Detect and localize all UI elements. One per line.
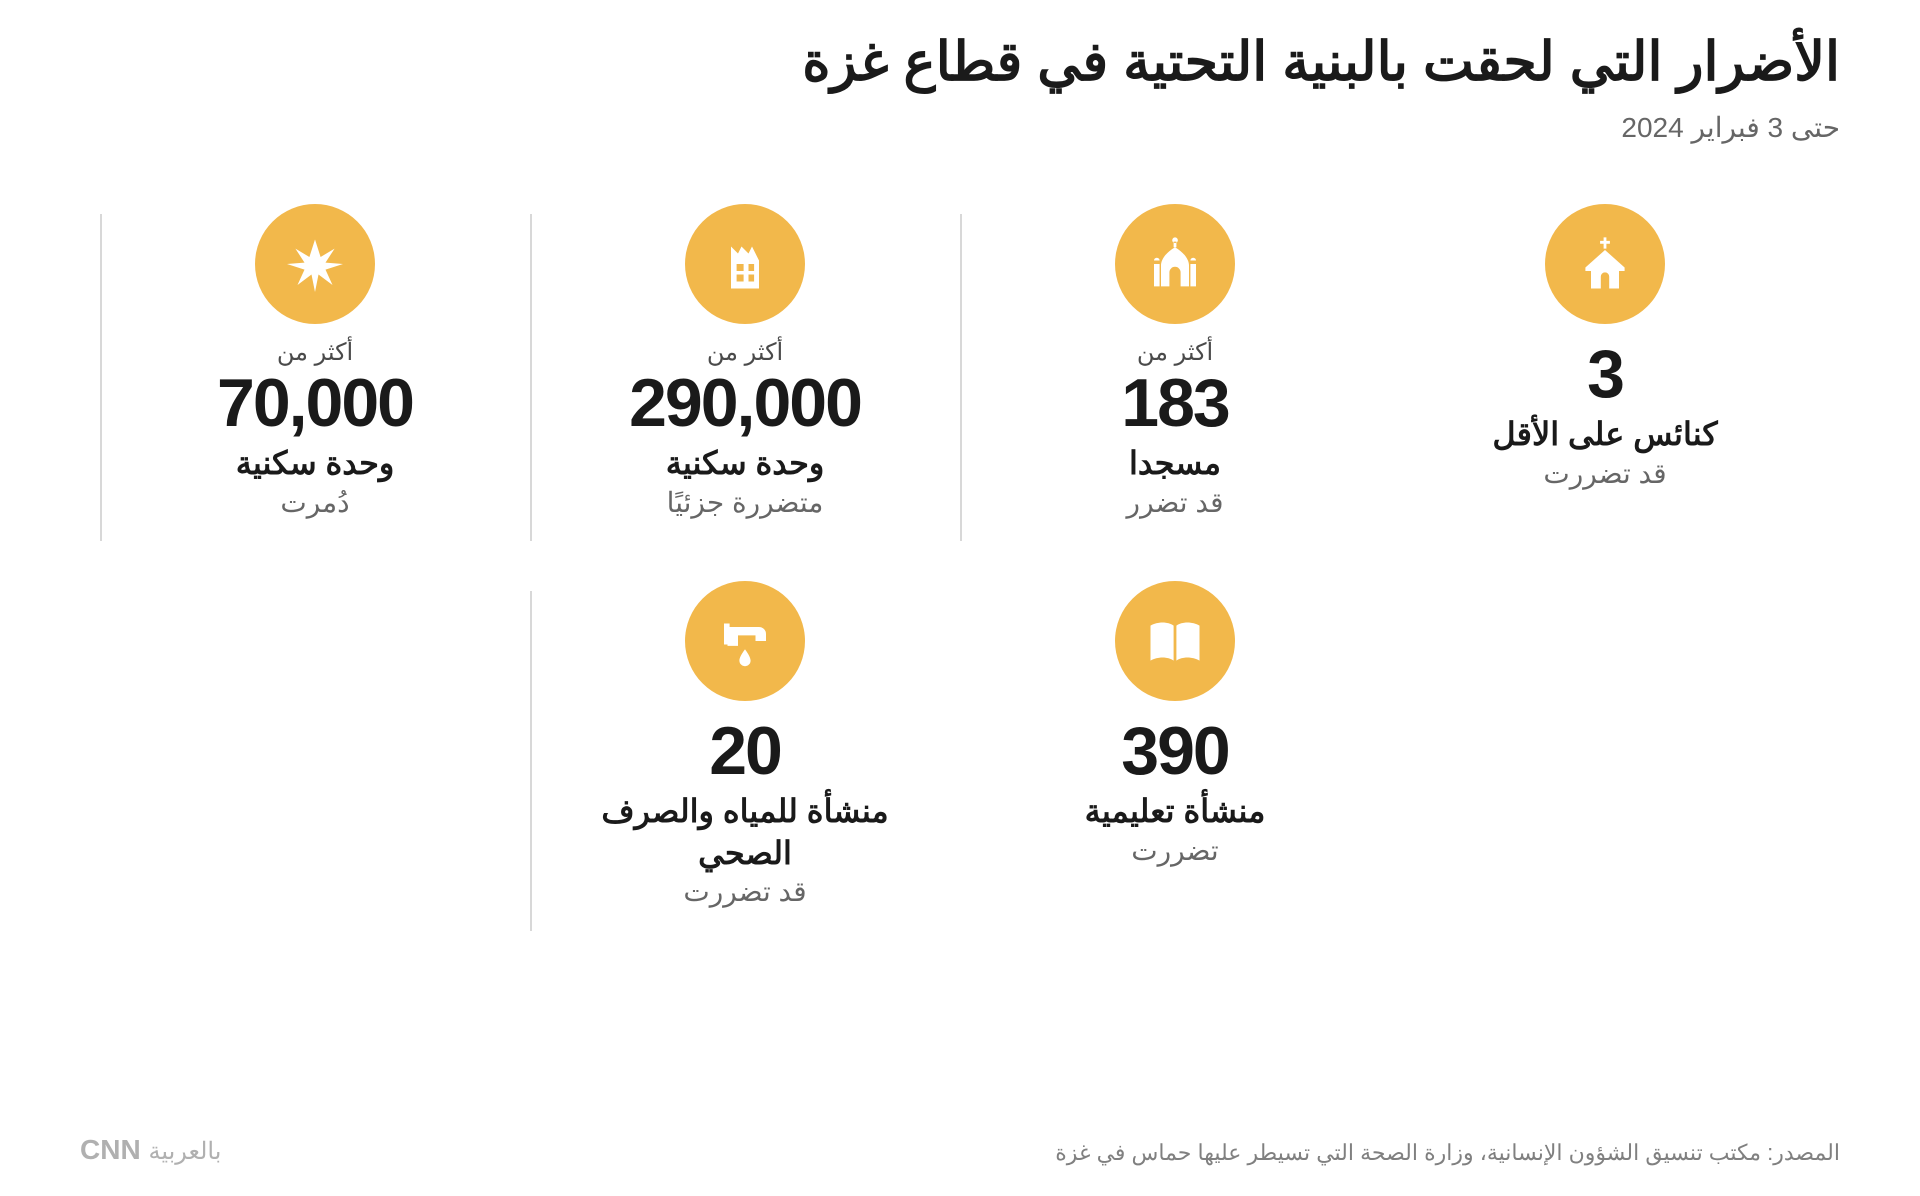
stat-label-2: قد تضرر — [1127, 485, 1224, 521]
stat-label-2: متضررة جزئيًا — [667, 485, 824, 521]
stat-label-1: كنائس على الأقل — [1492, 414, 1717, 456]
stat-number: 3 — [1587, 340, 1623, 408]
stat-water: 20 منشأة للمياه والصرف الصحي قد تضررت — [530, 581, 960, 911]
stat-label-1: منشأة للمياه والصرف الصحي — [580, 791, 910, 874]
explosion-icon — [255, 204, 375, 324]
stat-label-2: دُمرت — [280, 485, 349, 521]
source-text: المصدر: مكتب تنسيق الشؤون الإنسانية، وزا… — [1055, 1140, 1840, 1166]
stat-number: 70,000 — [217, 369, 413, 437]
stat-prefix: أكثر من — [707, 338, 783, 367]
stat-number: 290,000 — [629, 369, 861, 437]
stat-label-2: قد تضررت — [1543, 456, 1666, 492]
water-icon — [685, 581, 805, 701]
building-icon — [685, 204, 805, 324]
mosque-icon — [1115, 204, 1235, 324]
stat-label-2: قد تضررت — [683, 874, 806, 910]
stats-row-1: أكثر من 70,000 وحدة سكنية دُمرت أكثر من … — [80, 204, 1840, 521]
book-icon — [1115, 581, 1235, 701]
stats-grid: أكثر من 70,000 وحدة سكنية دُمرت أكثر من … — [80, 204, 1840, 911]
church-icon — [1545, 204, 1665, 324]
stat-label-2: تضررت — [1131, 833, 1218, 869]
stat-destroyed-housing: أكثر من 70,000 وحدة سكنية دُمرت — [100, 204, 530, 521]
stat-label-1: منشأة تعليمية — [1085, 791, 1266, 833]
stat-churches: 3 كنائس على الأقل قد تضررت — [1390, 204, 1820, 521]
stat-prefix: أكثر من — [277, 338, 353, 367]
stat-prefix: أكثر من — [1137, 338, 1213, 367]
stats-row-2: 20 منشأة للمياه والصرف الصحي قد تضررت 39… — [80, 581, 1840, 911]
stat-number: 183 — [1121, 369, 1228, 437]
stat-label-1: وحدة سكنية — [666, 443, 825, 485]
cnn-logo: CNN بالعربية — [80, 1134, 221, 1166]
footer: المصدر: مكتب تنسيق الشؤون الإنسانية، وزا… — [80, 1134, 1840, 1166]
stat-number: 390 — [1121, 717, 1228, 785]
page-title: الأضرار التي لحقت بالبنية التحتية في قطا… — [80, 30, 1840, 93]
stat-label-1: مسجدا — [1129, 443, 1221, 485]
page-subtitle: حتى 3 فبراير 2024 — [80, 111, 1840, 144]
stat-damaged-housing: أكثر من 290,000 وحدة سكنية متضررة جزئيًا — [530, 204, 960, 521]
logo-ar: بالعربية — [148, 1138, 221, 1165]
header: الأضرار التي لحقت بالبنية التحتية في قطا… — [80, 30, 1840, 144]
logo-en: CNN — [80, 1134, 141, 1165]
stat-education: 390 منشأة تعليمية تضررت — [960, 581, 1390, 911]
stat-number: 20 — [709, 717, 781, 785]
stat-label-1: وحدة سكنية — [236, 443, 395, 485]
stat-mosques: أكثر من 183 مسجدا قد تضرر — [960, 204, 1390, 521]
